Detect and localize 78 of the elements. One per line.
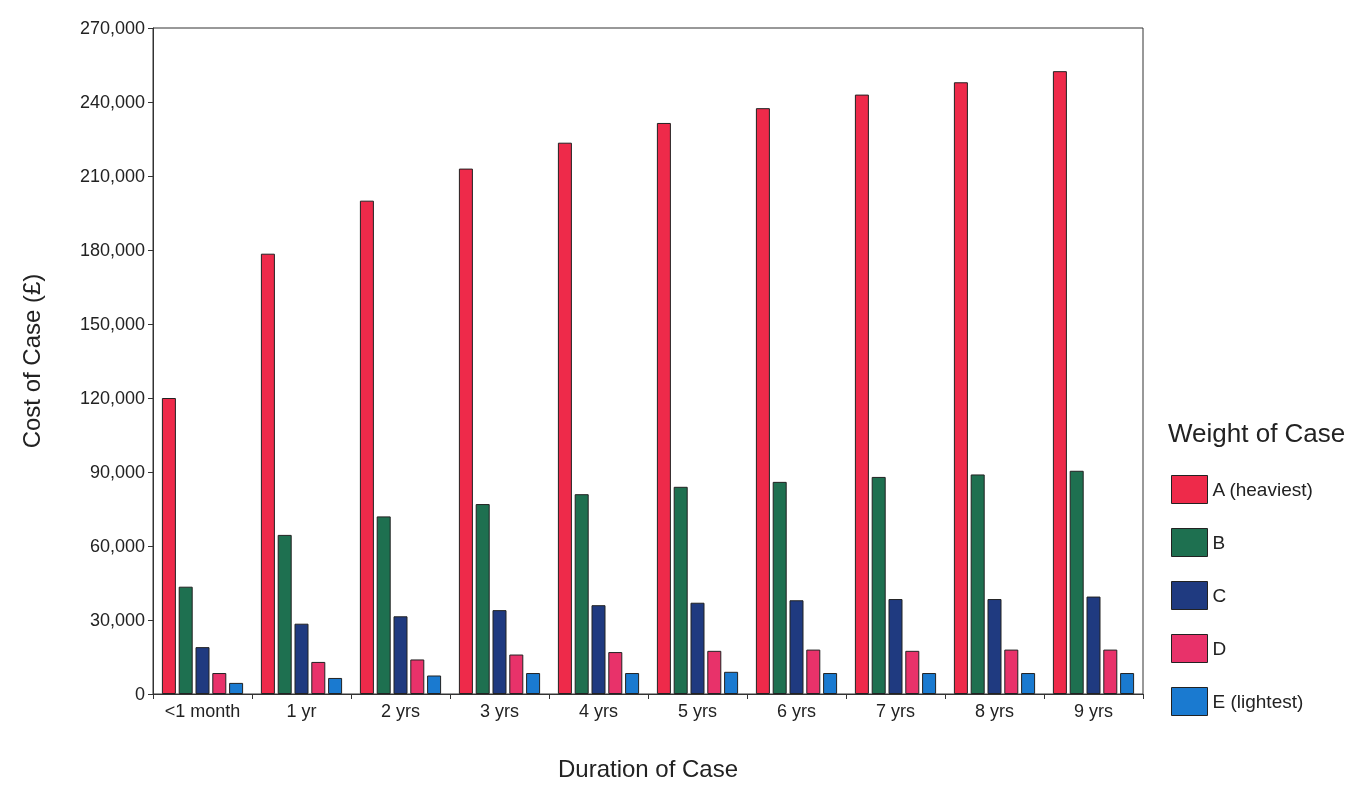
bar <box>625 673 640 694</box>
x-tick-label: 2 yrs <box>380 701 421 721</box>
bar <box>195 647 210 694</box>
bar <box>212 673 227 694</box>
y-tick-label: 270,000 <box>79 18 145 38</box>
bar <box>311 661 326 694</box>
x-tick-label: 3 yrs <box>479 701 520 721</box>
x-axis-title: Duration of Case <box>557 754 739 782</box>
legend-label: B <box>1212 532 1226 553</box>
bar <box>888 599 903 694</box>
bar <box>492 610 507 694</box>
legend-label: E (lightest) <box>1212 691 1304 712</box>
bar <box>178 586 193 694</box>
bar <box>922 673 937 694</box>
bar <box>690 602 705 694</box>
y-tick-label: 90,000 <box>89 462 145 482</box>
y-tick-label: 210,000 <box>79 166 145 186</box>
legend-label: D <box>1212 638 1227 659</box>
y-tick-label: 120,000 <box>79 388 145 408</box>
bar <box>591 605 606 694</box>
bar <box>970 474 985 694</box>
bar <box>260 253 275 694</box>
bar <box>724 671 739 694</box>
x-tick-label: 9 yrs <box>1073 701 1114 721</box>
bar <box>772 481 787 694</box>
bar <box>277 534 292 694</box>
bar <box>656 122 671 694</box>
y-tick-label: 150,000 <box>79 314 145 334</box>
y-tick-label: 60,000 <box>89 536 145 556</box>
bar <box>806 649 821 694</box>
bar <box>953 82 968 694</box>
bar <box>475 504 490 694</box>
x-tick-label: 5 yrs <box>677 701 718 721</box>
y-tick-label: 180,000 <box>79 240 145 260</box>
legend-label: C <box>1212 585 1227 606</box>
bar <box>328 677 343 694</box>
bar <box>1069 470 1084 694</box>
bar <box>376 516 391 694</box>
bar <box>987 599 1002 694</box>
x-tick-label: 6 yrs <box>776 701 817 721</box>
x-tick-label: 7 yrs <box>875 701 916 721</box>
bar <box>1004 649 1019 694</box>
y-tick-label: 0 <box>134 684 145 704</box>
bar <box>823 673 838 694</box>
bar <box>1120 673 1135 694</box>
bar <box>1021 673 1036 694</box>
bar <box>410 659 425 694</box>
bar <box>707 650 722 694</box>
bar <box>789 600 804 694</box>
legend-label: A (heaviest) <box>1212 479 1313 500</box>
bar <box>458 168 473 694</box>
bar <box>608 652 623 694</box>
bar <box>574 494 589 694</box>
bar <box>1103 649 1118 694</box>
bar <box>1086 596 1101 694</box>
y-tick-label: 30,000 <box>89 610 145 630</box>
bar <box>871 476 886 694</box>
bar <box>1052 71 1067 694</box>
y-axis-title: Cost of Case (£) <box>17 273 45 449</box>
x-tick-label: 1 yr <box>286 701 317 721</box>
bar <box>393 616 408 694</box>
bar <box>229 682 244 694</box>
bar <box>161 398 176 694</box>
x-tick-label: 8 yrs <box>974 701 1015 721</box>
bar <box>359 200 374 694</box>
bar <box>854 94 869 694</box>
bar <box>509 654 524 694</box>
bar <box>905 650 920 694</box>
bar <box>755 108 770 694</box>
bar <box>294 623 309 694</box>
x-tick-label: <1 month <box>164 701 241 721</box>
y-tick-label: 240,000 <box>79 92 145 112</box>
x-tick-label: 4 yrs <box>578 701 619 721</box>
bar <box>427 675 442 694</box>
bar <box>526 673 541 694</box>
legend-title: Weight of Case <box>1168 418 1346 448</box>
bar <box>557 142 572 694</box>
bar <box>673 486 688 694</box>
